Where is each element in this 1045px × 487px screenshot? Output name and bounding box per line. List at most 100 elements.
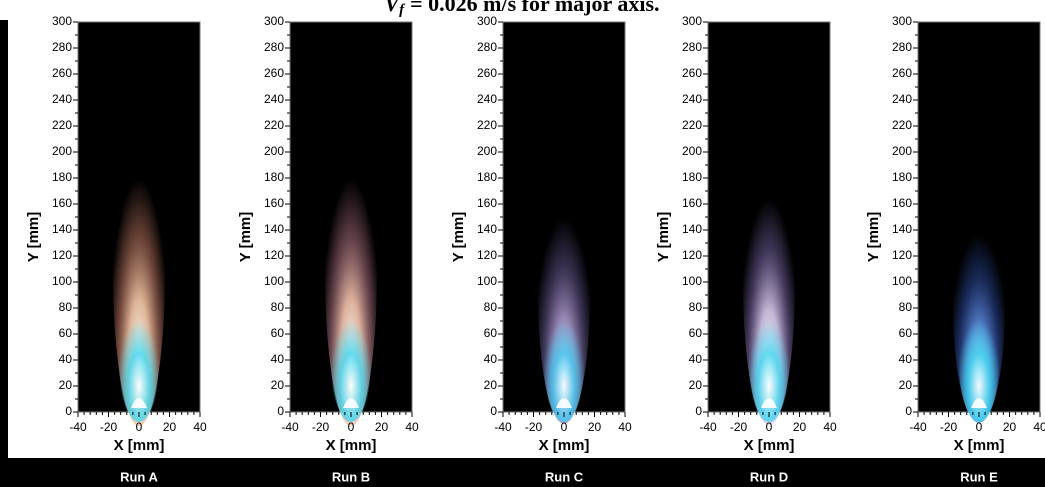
x-tick-label: -40: [699, 420, 717, 434]
x-tick-label: 0: [348, 420, 355, 434]
y-tick-label: 60: [689, 326, 703, 340]
run-label: Run A: [120, 469, 158, 484]
y-tick-label: 40: [59, 352, 73, 366]
title-subscript: f: [399, 2, 406, 18]
y-tick-label: 20: [899, 378, 913, 392]
y-tick-label: 20: [271, 378, 285, 392]
y-tick-label: 260: [52, 66, 72, 80]
y-tick-label: 20: [59, 378, 73, 392]
y-axis-label: Y [mm]: [865, 212, 882, 263]
y-tick-label: 160: [682, 196, 702, 210]
y-tick-label: 180: [892, 170, 912, 184]
y-tick-label: 220: [52, 118, 72, 132]
y-tick-label: 120: [52, 248, 72, 262]
left-edge: [0, 20, 8, 487]
y-tick-label: 260: [682, 66, 702, 80]
y-tick-label: 20: [689, 378, 703, 392]
y-tick-label: 160: [892, 196, 912, 210]
y-axis-label: Y [mm]: [450, 212, 467, 263]
x-tick-label: 0: [561, 420, 568, 434]
x-axis-label: X [mm]: [114, 437, 165, 454]
y-tick-label: 220: [682, 118, 702, 132]
y-tick-label: 200: [264, 144, 284, 158]
x-tick-label: 20: [588, 420, 602, 434]
y-tick-label: 100: [892, 274, 912, 288]
y-tick-label: 300: [892, 14, 912, 28]
x-axis-label: X [mm]: [954, 437, 1005, 454]
x-tick-label: 40: [193, 420, 207, 434]
y-tick-label: 40: [689, 352, 703, 366]
run-label: Run D: [750, 469, 788, 484]
y-tick-label: 160: [52, 196, 72, 210]
x-tick-label: 0: [766, 420, 773, 434]
x-tick-label: -40: [69, 420, 87, 434]
y-tick-label: 140: [892, 222, 912, 236]
y-axis-label: Y [mm]: [237, 212, 254, 263]
x-axis-label: X [mm]: [326, 437, 377, 454]
x-tick-label: -40: [909, 420, 927, 434]
y-tick-label: 160: [477, 196, 497, 210]
title-text: = 0.026 m/s for major axis.: [410, 0, 659, 16]
y-tick-label: 0: [65, 404, 72, 418]
y-tick-label: 80: [271, 300, 285, 314]
x-tick-label: -20: [312, 420, 330, 434]
y-tick-label: 300: [682, 14, 702, 28]
y-tick-label: 260: [892, 66, 912, 80]
y-tick-label: 80: [899, 300, 913, 314]
y-tick-label: 80: [484, 300, 498, 314]
x-tick-label: -40: [281, 420, 299, 434]
y-tick-label: 140: [52, 222, 72, 236]
y-tick-label: 260: [477, 66, 497, 80]
page: Vf= 0.026 m/s for major axis. 0204060801…: [0, 0, 1045, 487]
y-tick-label: 280: [477, 40, 497, 54]
y-tick-label: 40: [484, 352, 498, 366]
x-tick-label: 20: [793, 420, 807, 434]
x-tick-label: 20: [163, 420, 177, 434]
y-tick-label: 60: [899, 326, 913, 340]
x-tick-label: 0: [976, 420, 983, 434]
y-tick-label: 100: [477, 274, 497, 288]
x-tick-label: 40: [618, 420, 632, 434]
y-tick-label: 120: [892, 248, 912, 262]
y-tick-label: 300: [477, 14, 497, 28]
y-axis-label: Y [mm]: [25, 212, 42, 263]
y-tick-label: 200: [682, 144, 702, 158]
y-tick-label: 200: [892, 144, 912, 158]
y-tick-label: 40: [271, 352, 285, 366]
x-tick-label: 20: [375, 420, 389, 434]
y-tick-label: 260: [264, 66, 284, 80]
y-tick-label: 0: [277, 404, 284, 418]
y-tick-label: 100: [264, 274, 284, 288]
x-tick-label: -20: [100, 420, 118, 434]
x-axis-label: X [mm]: [744, 437, 795, 454]
x-tick-label: 0: [136, 420, 143, 434]
y-tick-label: 80: [689, 300, 703, 314]
x-tick-label: 40: [405, 420, 419, 434]
y-tick-label: 200: [477, 144, 497, 158]
y-tick-label: 60: [484, 326, 498, 340]
x-tick-label: 40: [823, 420, 837, 434]
y-tick-label: 100: [682, 274, 702, 288]
y-tick-label: 280: [682, 40, 702, 54]
y-tick-label: 160: [264, 196, 284, 210]
y-tick-label: 0: [905, 404, 912, 418]
y-tick-label: 140: [682, 222, 702, 236]
y-tick-label: 140: [264, 222, 284, 236]
y-tick-label: 140: [477, 222, 497, 236]
x-tick-label: 40: [1033, 420, 1045, 434]
y-tick-label: 220: [892, 118, 912, 132]
y-tick-label: 220: [264, 118, 284, 132]
y-tick-label: 280: [264, 40, 284, 54]
y-tick-label: 80: [59, 300, 73, 314]
y-tick-label: 240: [477, 92, 497, 106]
y-tick-label: 240: [682, 92, 702, 106]
x-axis-label: X [mm]: [539, 437, 590, 454]
y-tick-label: 0: [490, 404, 497, 418]
run-label: Run C: [545, 469, 584, 484]
x-tick-label: -20: [525, 420, 543, 434]
y-tick-label: 60: [59, 326, 73, 340]
y-tick-label: 180: [682, 170, 702, 184]
y-tick-label: 280: [52, 40, 72, 54]
run-label: Run E: [960, 469, 998, 484]
y-tick-label: 180: [477, 170, 497, 184]
